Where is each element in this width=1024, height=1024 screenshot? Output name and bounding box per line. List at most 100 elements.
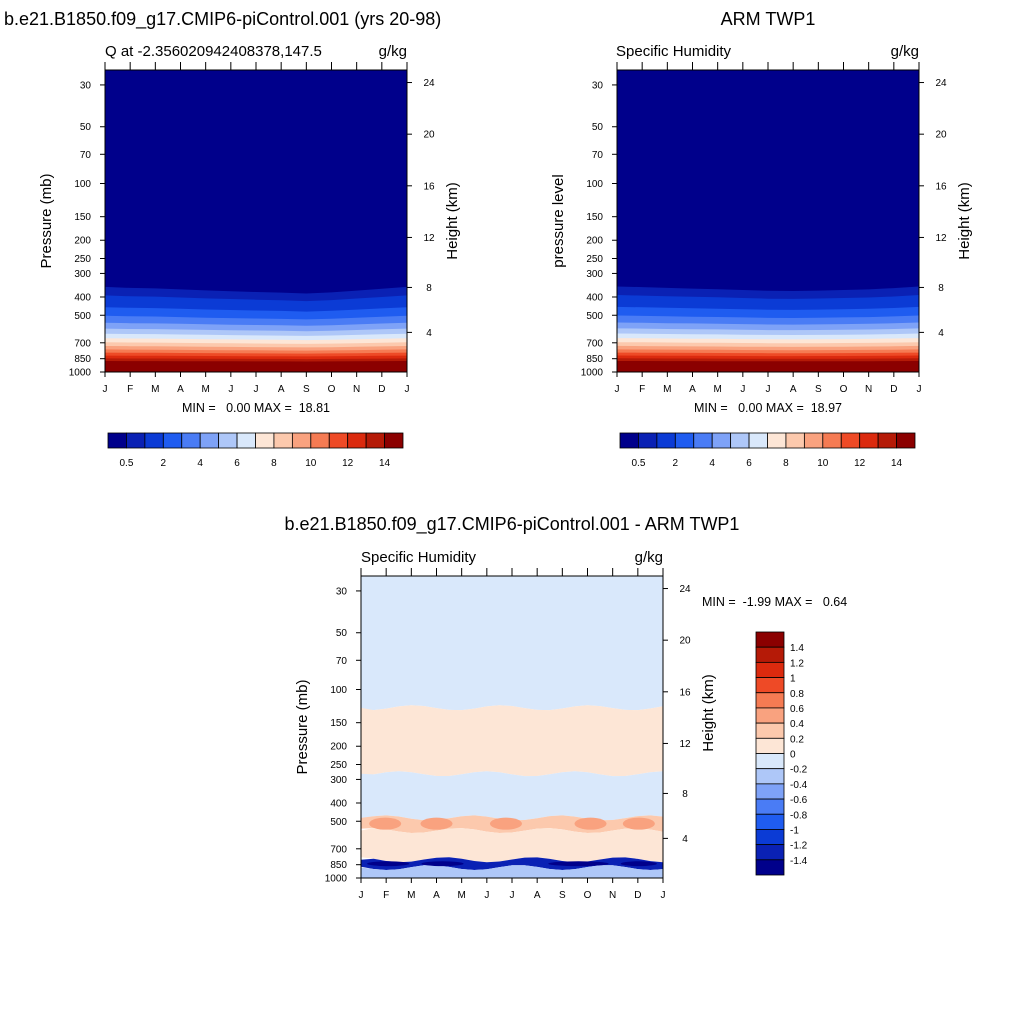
p1-cbar-label: 12: [342, 458, 354, 469]
p1-y2tick-label: 8: [426, 283, 432, 294]
p1-xtick-label: S: [303, 384, 310, 395]
p3-y2tick-label: 16: [679, 687, 691, 698]
p1-cbar-box: [162, 432, 183, 449]
p2-xtick-label: A: [790, 384, 797, 395]
p1-y2tick-label: 16: [423, 181, 435, 192]
p1-xtick-label: J: [228, 384, 233, 395]
p3-cbar-box: [755, 753, 785, 770]
p3-cbar-box: [755, 707, 785, 724]
p3-blob: [574, 817, 607, 830]
p2-ytick-label: 100: [586, 179, 603, 190]
p3-cbar-box: [755, 722, 785, 739]
p2-cbar-label: 12: [854, 458, 866, 469]
panel-obs-ylabel: pressure level: [550, 174, 567, 267]
p1-xtick-label: J: [405, 384, 410, 395]
panel-model-left-string: Q at -2.356020942408378,147.5: [105, 43, 322, 60]
p1-cbar-box: [236, 432, 256, 449]
p3-ytick-label: 700: [330, 844, 347, 855]
p1-cbar-box: [328, 432, 349, 449]
p3-ytick-label: 250: [330, 760, 347, 771]
p3-xtick-label: M: [457, 890, 465, 901]
p3-ytick-label: 200: [330, 742, 347, 753]
p3-blob: [489, 817, 522, 830]
panel-diff-main-title: b.e21.B1850.f09_g17.CMIP6-piControl.001 …: [285, 514, 740, 535]
p3-ytick-label: 850: [330, 860, 347, 871]
p2-xtick-label: A: [689, 384, 696, 395]
p3-y2tick-label: 8: [682, 789, 688, 800]
p3-y2tick-label: 20: [679, 636, 691, 647]
p1-ytick-label: 70: [80, 150, 92, 161]
p2-ytick-label: 70: [592, 150, 604, 161]
p1-ytick-label: 400: [74, 292, 91, 303]
p2-cbar-box: [859, 432, 879, 449]
p3-xtick-label: S: [559, 890, 566, 901]
p2-ytick-label: 850: [586, 354, 603, 365]
p1-cbar-box: [218, 432, 238, 449]
p3-core: [421, 861, 464, 867]
p3-cbar-box: [755, 737, 785, 754]
p3-blob: [420, 817, 453, 830]
panel-diff-y2label: Height (km): [700, 674, 717, 752]
p2-cbar-label: 14: [891, 458, 903, 469]
p2-cbar-box: [656, 432, 676, 449]
p1-xtick-label: O: [328, 384, 336, 395]
p3-cbar-label: -0.4: [790, 780, 808, 791]
p3-xtick-label: A: [534, 890, 541, 901]
p2-cbar-box: [785, 432, 805, 449]
p1-ytick-label: 150: [74, 212, 91, 223]
p3-xtick-label: N: [609, 890, 616, 901]
p1-field: [105, 70, 407, 372]
panel-model-main-title: b.e21.B1850.f09_g17.CMIP6-piControl.001 …: [4, 9, 441, 30]
p2-y2tick-label: 24: [935, 78, 947, 89]
p3-band: [361, 857, 663, 870]
p2-xtick-label: M: [713, 384, 721, 395]
p1-cbar-box: [347, 432, 367, 449]
p3-core: [367, 861, 410, 867]
p2-field: [617, 70, 919, 372]
p1-ytick-label: 700: [74, 338, 91, 349]
p3-ytick-label: 300: [330, 775, 347, 786]
p2-y2tick-label: 20: [935, 130, 947, 141]
p3-cbar-label: -1: [790, 825, 799, 836]
panel-model-minmax: MIN = 0.00 MAX = 18.81: [182, 401, 330, 415]
p2-cbar-box: [619, 432, 639, 449]
panel-obs-colorbar: 0.5 2 4 6 8 10 12 14: [619, 432, 916, 469]
p3-cbar-label: 1: [790, 674, 796, 685]
p2-cbar-box: [674, 432, 695, 449]
p3-core: [548, 861, 609, 867]
p3-cbar-box: [755, 692, 785, 709]
p1-cbar-label: 14: [379, 458, 391, 469]
p2-cbar-box: [840, 432, 861, 449]
p3-cbar-box: [755, 798, 785, 815]
p3-cbar-box: [755, 768, 785, 785]
p2-cbar-box: [803, 432, 824, 449]
p3-cbar-label: 0.6: [790, 704, 804, 715]
p2-y2tick-label: 8: [938, 283, 944, 294]
p2-ytick-label: 500: [586, 311, 603, 322]
p3-ytick-label: 1000: [325, 874, 348, 885]
p3-y2tick-label: 12: [679, 739, 691, 750]
p1-cbar-label: 6: [234, 458, 240, 469]
p1-y2tick-label: 12: [423, 233, 435, 244]
p2-ytick-label: 30: [592, 80, 604, 91]
panel-obs-y2label: Height (km): [956, 182, 973, 260]
p3-xtick-label: J: [484, 890, 489, 901]
panel-model-colorbar: 0.5 2 4 6 8 10 12 14: [107, 432, 404, 469]
p3-xtick-label: J: [359, 890, 364, 901]
p1-y2tick-label: 4: [426, 328, 432, 339]
p2-cbar-box: [767, 432, 787, 449]
p3-blob: [622, 817, 655, 830]
p1-ytick-label: 100: [74, 179, 91, 190]
p2-xtick-label: F: [639, 384, 645, 395]
p2-cbar-label: 0.5: [631, 458, 645, 469]
panel-diff-right-string: g/kg: [635, 549, 663, 566]
p1-xtick-label: F: [127, 384, 133, 395]
panel-diff-ylabel: Pressure (mb): [294, 679, 311, 774]
p3-ytick-label: 400: [330, 798, 347, 809]
p3-band: [361, 771, 663, 821]
p3-cbar-box: [755, 646, 785, 663]
p1-cbar-box: [273, 432, 293, 449]
p3-ytick-label: 30: [336, 586, 348, 597]
panel-model-plot: J F M A M J J A S O N D J 30 50 70 100 150 200 250 300 400 500…: [69, 62, 435, 395]
p3-core: [620, 861, 657, 867]
